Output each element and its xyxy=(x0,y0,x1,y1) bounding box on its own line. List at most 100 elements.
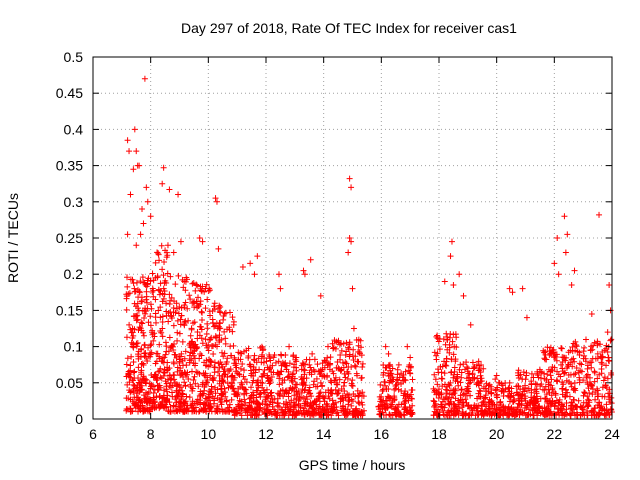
data-point xyxy=(586,359,593,366)
data-point xyxy=(494,384,501,391)
data-point xyxy=(127,191,134,198)
data-point xyxy=(335,364,342,371)
data-point xyxy=(408,387,415,394)
data-point xyxy=(346,235,353,241)
data-point xyxy=(331,406,338,413)
data-point xyxy=(329,397,336,404)
data-point xyxy=(331,337,338,344)
data-point xyxy=(431,349,438,356)
data-point xyxy=(199,340,206,347)
data-point xyxy=(326,395,333,402)
data-point xyxy=(589,346,596,353)
x-tick-label: 24 xyxy=(604,426,620,442)
data-point xyxy=(443,355,450,362)
data-point xyxy=(387,412,394,419)
data-point xyxy=(580,377,587,384)
data-point xyxy=(560,354,567,361)
data-point xyxy=(174,364,181,371)
data-point xyxy=(257,404,264,411)
data-point xyxy=(576,360,583,367)
data-point xyxy=(155,251,162,258)
data-point xyxy=(324,343,331,350)
data-point xyxy=(237,404,244,411)
data-point xyxy=(334,390,341,397)
data-point xyxy=(350,325,357,332)
data-point xyxy=(187,402,194,409)
data-point xyxy=(597,341,604,348)
data-point xyxy=(254,387,261,394)
data-point xyxy=(581,389,588,396)
data-point xyxy=(511,397,518,404)
data-point xyxy=(135,364,142,371)
data-point xyxy=(554,235,561,241)
data-point xyxy=(571,267,578,274)
data-point xyxy=(562,357,569,364)
data-point xyxy=(342,374,349,381)
data-point xyxy=(135,327,142,334)
data-point xyxy=(558,345,565,352)
data-point xyxy=(590,408,597,415)
data-point xyxy=(285,393,292,400)
data-point xyxy=(383,364,390,371)
data-point xyxy=(172,351,179,358)
data-point xyxy=(448,408,455,415)
data-point xyxy=(263,358,270,365)
data-point xyxy=(441,278,448,285)
data-point xyxy=(189,387,196,394)
data-point xyxy=(235,371,242,378)
data-point xyxy=(433,352,440,359)
data-point xyxy=(306,384,313,391)
data-point xyxy=(165,310,172,317)
data-point xyxy=(182,383,189,390)
data-point xyxy=(460,292,467,299)
data-point xyxy=(563,406,570,413)
data-point xyxy=(563,377,570,384)
data-point xyxy=(154,375,161,382)
data-point xyxy=(180,399,187,406)
data-point xyxy=(157,400,164,407)
data-point xyxy=(375,403,382,410)
data-point xyxy=(476,387,483,394)
data-point xyxy=(276,375,283,382)
data-point xyxy=(606,394,613,401)
data-point xyxy=(582,336,589,343)
data-point xyxy=(298,366,305,373)
data-point xyxy=(179,387,186,394)
data-point xyxy=(457,392,464,399)
data-point xyxy=(352,406,359,413)
data-point xyxy=(216,380,223,387)
data-point xyxy=(325,393,332,400)
data-point xyxy=(562,392,569,399)
data-point xyxy=(561,370,568,377)
data-point xyxy=(210,400,217,407)
data-point xyxy=(130,313,137,320)
data-point xyxy=(598,359,605,366)
data-point xyxy=(140,329,147,336)
data-point xyxy=(160,387,167,394)
data-point xyxy=(440,411,447,418)
x-tick-label: 20 xyxy=(489,426,505,442)
data-point xyxy=(358,352,365,359)
data-point xyxy=(311,356,318,363)
data-point xyxy=(358,375,365,382)
data-point xyxy=(337,352,344,359)
data-point xyxy=(443,330,450,337)
data-point xyxy=(208,383,215,390)
data-point xyxy=(515,382,522,389)
data-point xyxy=(549,363,556,370)
data-point xyxy=(378,401,385,408)
data-point xyxy=(222,340,229,347)
data-point xyxy=(440,336,447,343)
data-point xyxy=(398,370,405,377)
data-point xyxy=(286,408,293,415)
data-point xyxy=(219,373,226,380)
plot-frame xyxy=(92,56,613,420)
data-point xyxy=(130,332,137,339)
data-point xyxy=(207,372,214,379)
data-point xyxy=(243,379,250,386)
data-point xyxy=(239,360,246,367)
data-point xyxy=(571,385,578,392)
data-point xyxy=(448,394,455,401)
data-point xyxy=(159,358,166,365)
data-point xyxy=(330,344,337,351)
